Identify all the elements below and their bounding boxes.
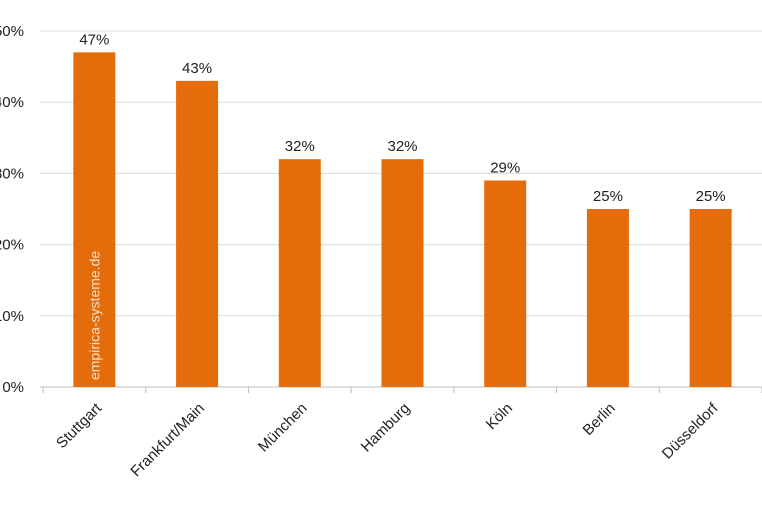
- value-label: 47%: [79, 31, 109, 48]
- y-tick-label: 20%: [0, 237, 24, 254]
- bar: [689, 209, 732, 387]
- y-tick-label: 10%: [0, 308, 24, 325]
- y-tick-label: 50%: [0, 23, 24, 40]
- value-label: 43%: [182, 60, 212, 77]
- x-tick-label: Hamburg: [358, 400, 414, 456]
- x-tick-label: Berlin: [580, 400, 619, 439]
- value-label: 32%: [387, 138, 417, 155]
- watermark: empirica-systeme.de: [86, 251, 102, 380]
- bar: [176, 80, 219, 387]
- value-label: 32%: [285, 138, 315, 155]
- y-tick-label: 30%: [0, 165, 24, 182]
- bar: [484, 180, 527, 387]
- x-tick-label: Köln: [483, 400, 516, 433]
- value-label: 25%: [593, 188, 623, 205]
- x-tick-label: Düsseldorf: [659, 399, 722, 462]
- bar: [381, 159, 424, 387]
- y-tick-label: 40%: [0, 94, 24, 111]
- value-label: 29%: [490, 160, 520, 177]
- bar: [73, 52, 116, 388]
- bar: [278, 159, 321, 387]
- bar: [586, 209, 629, 387]
- x-tick-label: Stuttgart: [53, 399, 106, 452]
- x-tick-label: München: [255, 400, 311, 456]
- y-tick-label: 0%: [2, 379, 24, 396]
- x-tick-label: Frankfurt/Main: [127, 400, 207, 480]
- value-label: 25%: [696, 188, 726, 205]
